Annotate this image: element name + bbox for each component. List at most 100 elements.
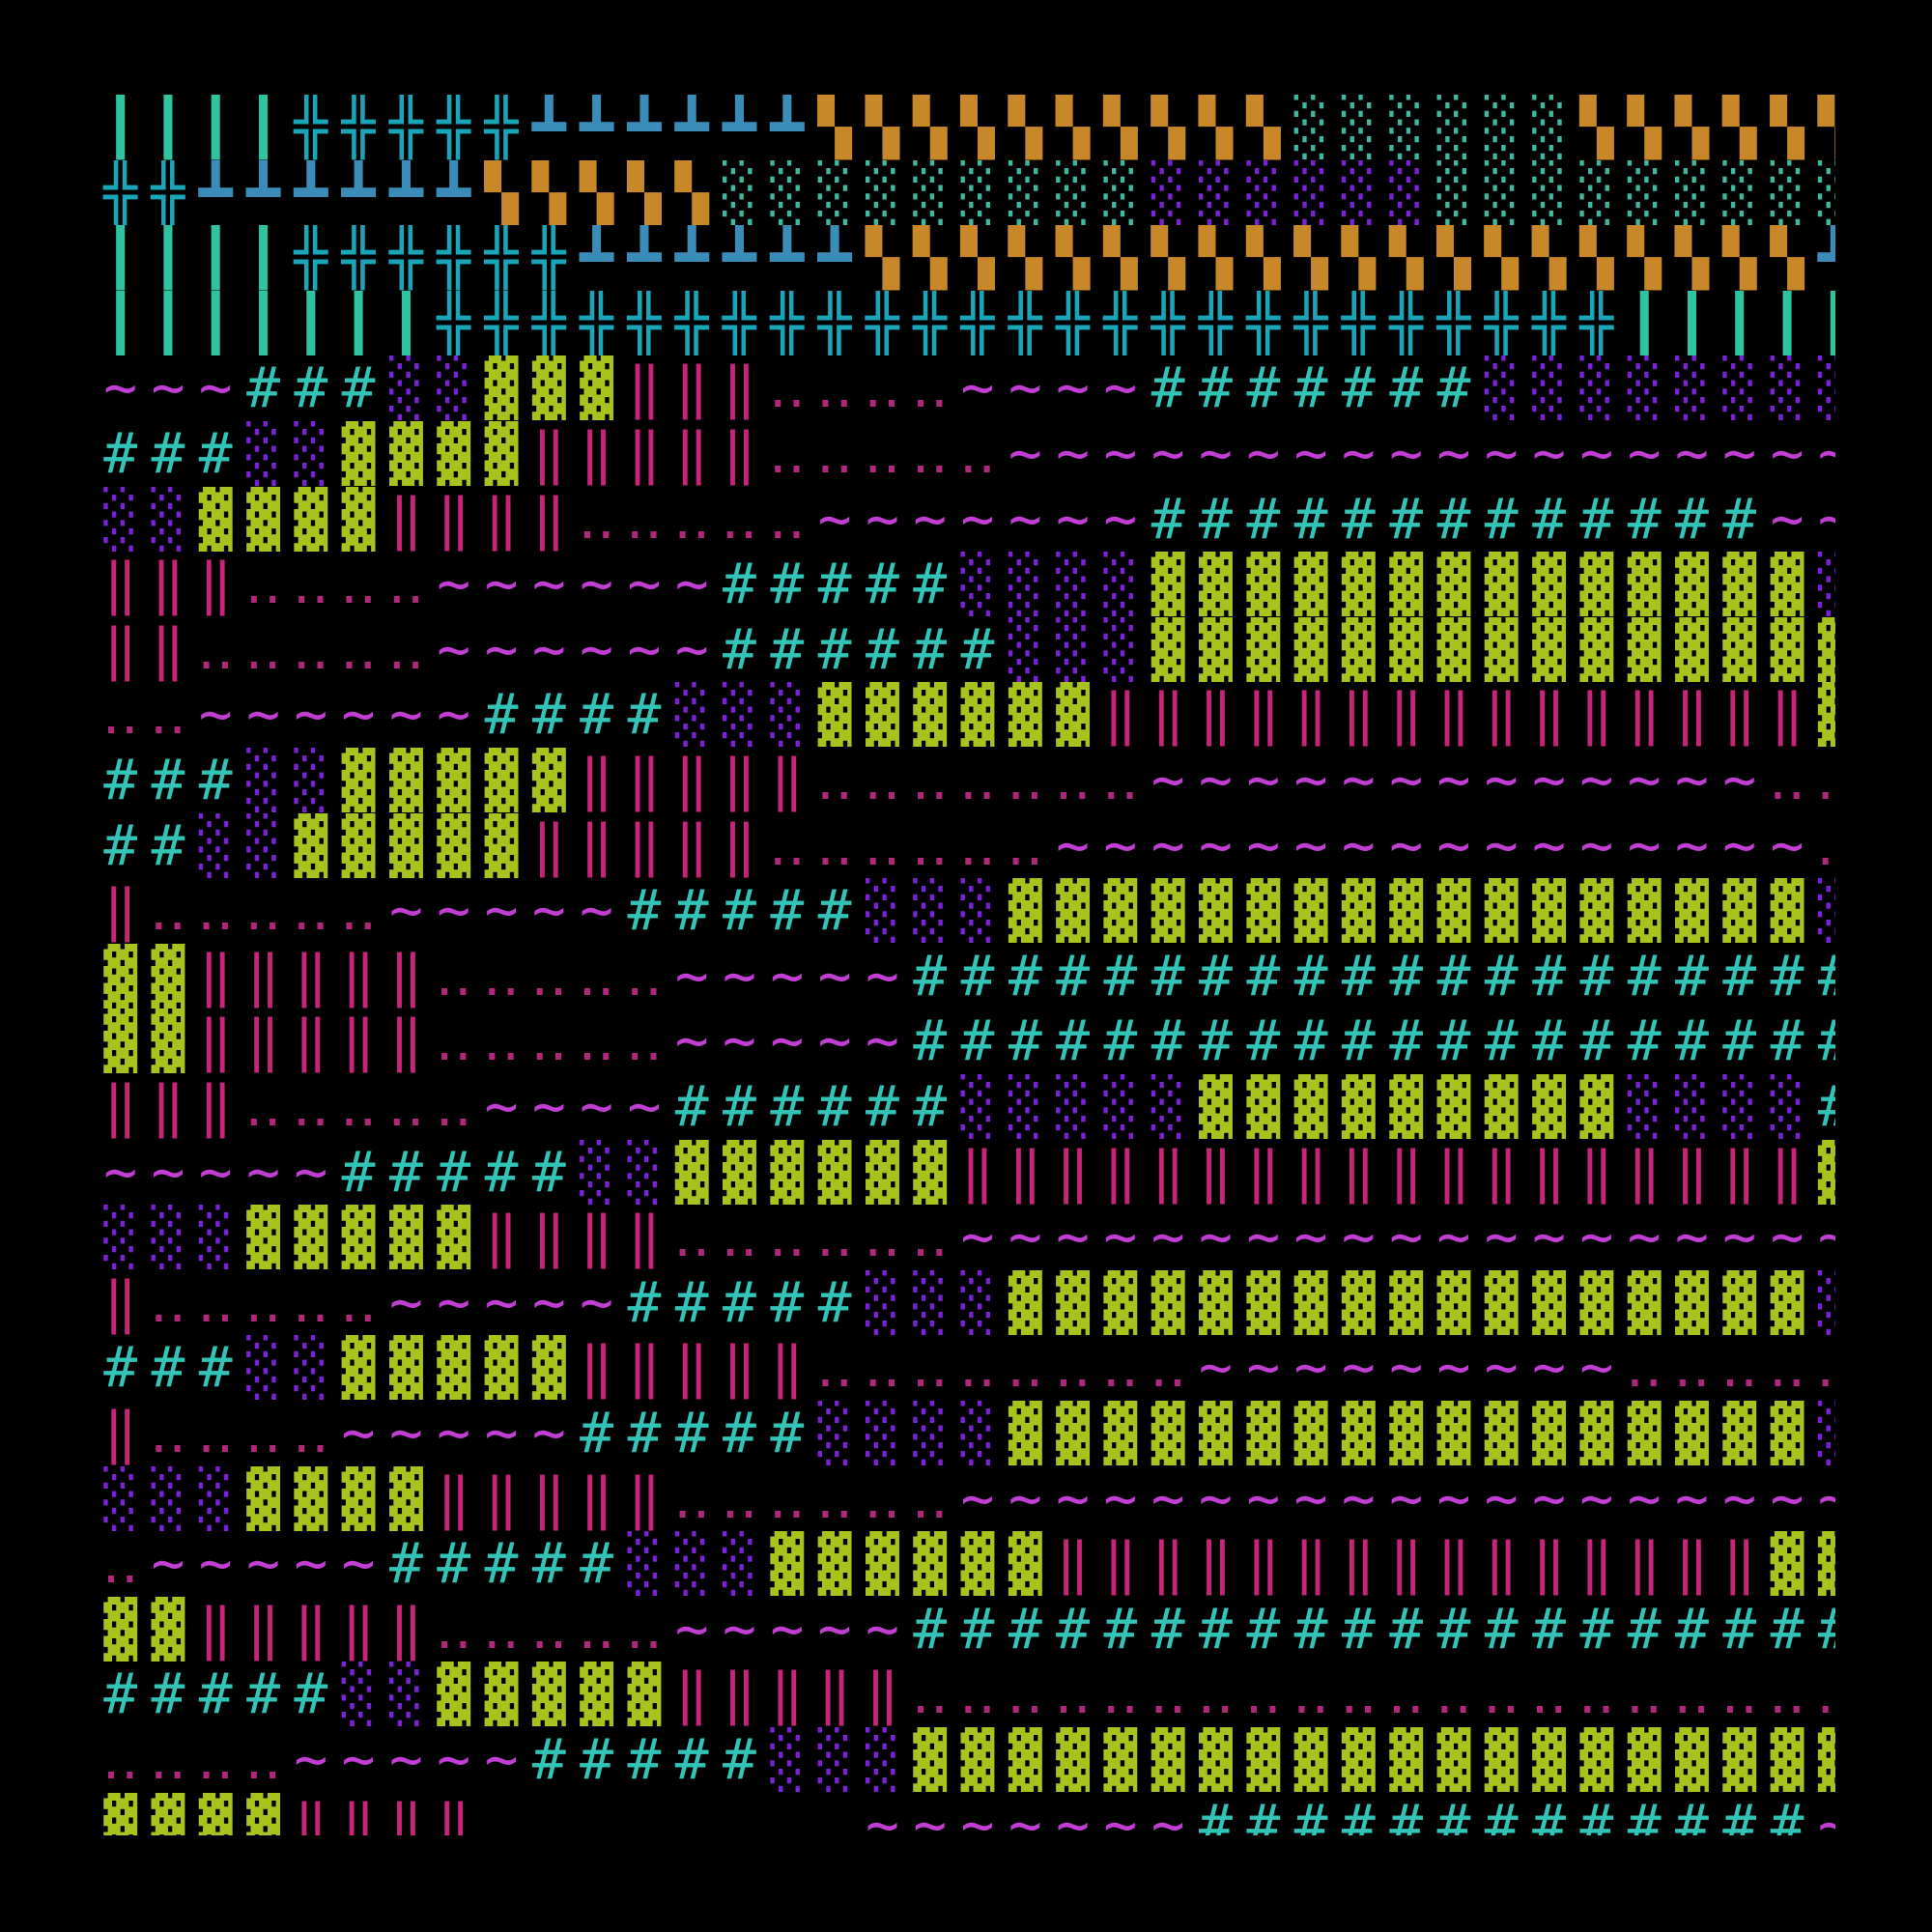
stipple-violet-glyph: ░ [1484, 355, 1519, 421]
wave-glyph: ~ [1436, 1335, 1471, 1401]
pipe-glyph: ‖ [1056, 1139, 1091, 1205]
wave-glyph: ~ [1722, 812, 1757, 878]
wave-glyph: ~ [531, 616, 566, 682]
cross-glyph: ╬ [388, 95, 423, 159]
hash-glyph: # [484, 1139, 519, 1205]
pipe-glyph: ‖ [627, 812, 662, 878]
lime-glyph: ▓ [1484, 552, 1519, 617]
floor-glyph: ┻ [770, 95, 805, 159]
dots-glyph: ‥ [244, 878, 282, 944]
dots-glyph: ‥ [672, 1465, 711, 1531]
lime-glyph: ▓ [1722, 1401, 1757, 1465]
lime-glyph: ▓ [770, 1531, 805, 1597]
lime-glyph: ▓ [294, 1205, 328, 1270]
stipple-violet-glyph: ░ [1817, 552, 1835, 617]
lime-glyph: ▓ [1484, 616, 1519, 682]
hash-glyph: # [1246, 943, 1281, 1009]
hash-glyph: # [723, 616, 756, 682]
stipple-violet-glyph: ░ [151, 1465, 185, 1531]
wave-glyph: ~ [388, 878, 423, 944]
dots-glyph: ‥ [1811, 1335, 1835, 1401]
lime-glyph: ▓ [1246, 552, 1281, 617]
lime-glyph: ▓ [341, 486, 376, 552]
dots-glyph: ‥ [196, 616, 235, 682]
wave-glyph: ~ [151, 355, 185, 421]
mosaic-row: ‖‖‖‥‥‥‥~~~~~~#####░░░░▓▓▓▓▓▓▓▓▓▓▓▓▓▓░░ [97, 552, 1835, 617]
stipple-violet-glyph: ░ [198, 1465, 233, 1531]
dots-glyph: ‥ [911, 748, 950, 812]
lime-glyph: ▓ [1817, 1139, 1835, 1205]
lime-glyph: ▓ [1770, 1531, 1804, 1597]
lime-glyph: ▓ [1436, 616, 1471, 682]
cross-glyph: ╬ [1532, 290, 1567, 355]
wave-glyph: ~ [198, 1531, 233, 1597]
wave-glyph: ~ [1246, 1465, 1281, 1531]
lime-glyph: ▓ [580, 355, 614, 421]
cross-glyph: ╬ [531, 290, 566, 355]
stipple-violet-glyph: ░ [1199, 159, 1233, 225]
vbar-glyph: ┃ [151, 225, 185, 291]
hash-glyph: # [1293, 1792, 1328, 1835]
gold-glyph: ▚ [1389, 225, 1424, 291]
hash-glyph: # [960, 616, 995, 682]
wave-glyph: ~ [865, 1596, 899, 1662]
hash-glyph: # [770, 1269, 805, 1335]
dots-glyph: ‥ [244, 552, 282, 617]
pipe-glyph: ‖ [1293, 1139, 1328, 1205]
gold-glyph: ▚ [580, 159, 614, 225]
hash-glyph: # [294, 355, 328, 421]
stipple-teal-glyph: ░ [1532, 159, 1567, 225]
mosaic-row: ##░░▓▓▓▓▓‖‖‖‖‖‥‥‥‥‥‥~~~~~~~~~~~~~~~~‥‥ [97, 813, 1835, 879]
pipe-glyph: ‖ [627, 421, 662, 486]
pipe-glyph: ‖ [674, 748, 709, 812]
dots-glyph: ‥ [815, 812, 854, 878]
lime-glyph: ▓ [1770, 552, 1804, 617]
floor-glyph: ┻ [437, 159, 471, 225]
hash-glyph: # [1151, 1596, 1185, 1662]
wave-glyph: ~ [1103, 1465, 1138, 1531]
lime-glyph: ▓ [817, 682, 852, 748]
lime-glyph: ▓ [437, 1335, 471, 1401]
lime-glyph: ▓ [1199, 1401, 1233, 1465]
pipe-glyph: ‖ [388, 1009, 423, 1074]
mosaic-row: ┃┃┃┃┃┃┃╬╬╬╬╬╬╬╬╬╬╬╬╬╬╬╬╬╬╬╬╬╬╬╬╬┃┃┃┃┃┃┃░… [97, 291, 1835, 356]
wave-glyph: ~ [437, 1269, 471, 1335]
stipple-violet-glyph: ░ [1008, 552, 1042, 617]
lime-glyph: ▓ [246, 1792, 280, 1835]
wave-glyph: ~ [437, 552, 471, 617]
lime-glyph: ▓ [1722, 1269, 1757, 1335]
hash-glyph: # [103, 812, 138, 878]
vbar-glyph: ┃ [198, 290, 233, 355]
pipe-glyph: ‖ [723, 421, 756, 486]
lime-glyph: ▓ [1436, 1727, 1471, 1792]
wave-glyph: ~ [388, 1269, 423, 1335]
pipe-glyph: ‖ [627, 748, 662, 812]
hash-glyph: # [1722, 486, 1757, 552]
lime-glyph: ▓ [341, 1335, 376, 1401]
hash-glyph: # [1722, 1792, 1757, 1835]
lime-glyph: ▓ [388, 1465, 423, 1531]
dots-glyph: ‥ [387, 552, 425, 617]
hash-glyph: # [1103, 943, 1138, 1009]
wave-glyph: ~ [1389, 1465, 1424, 1531]
pipe-glyph: ‖ [1103, 1531, 1138, 1597]
pipe-glyph: ‖ [151, 552, 185, 617]
dots-glyph: ‥ [1054, 1335, 1092, 1401]
hash-glyph: # [1293, 1596, 1328, 1662]
dots-glyph: ‥ [1482, 1662, 1520, 1727]
mosaic-row: ###░░▓▓▓▓‖‖‖‖‖‥‥‥‥‥~~~~~~~~~~~~~~~~~~~~~… [97, 421, 1835, 487]
wave-glyph: ~ [1532, 812, 1567, 878]
hash-glyph: # [1627, 1792, 1662, 1835]
lime-glyph: ▓ [1770, 1401, 1804, 1465]
stipple-violet-glyph: ░ [1770, 1074, 1804, 1139]
pipe-glyph: ‖ [580, 1335, 614, 1401]
hash-glyph: # [817, 878, 852, 944]
dots-glyph: ‥ [958, 1335, 997, 1401]
hash-glyph: # [1103, 1009, 1138, 1074]
pipe-glyph: ‖ [1389, 1139, 1424, 1205]
dots-glyph: ‥ [244, 1269, 282, 1335]
pipe-glyph: ‖ [1674, 1139, 1709, 1205]
lime-glyph: ▓ [1293, 878, 1328, 944]
wave-glyph: ~ [531, 1401, 566, 1465]
pipe-glyph: ‖ [1532, 1139, 1567, 1205]
